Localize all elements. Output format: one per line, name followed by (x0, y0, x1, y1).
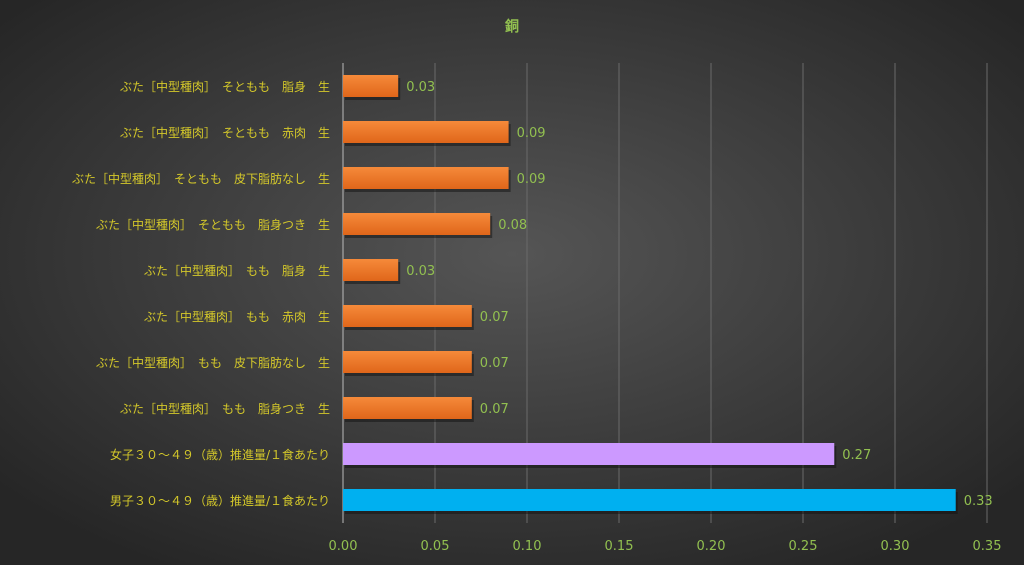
bar (343, 213, 491, 235)
x-tick-label: 0.20 (697, 539, 726, 554)
chart-title: 銅 (505, 18, 519, 35)
category-label: ぶた［中型種肉］ もも 脂身 生 (144, 263, 330, 278)
category-label: ぶた［中型種肉］ もも 脂身つき 生 (120, 401, 330, 416)
bar (343, 259, 399, 281)
data-label: 0.33 (964, 494, 993, 509)
data-label: 0.03 (406, 80, 435, 95)
bar (343, 121, 509, 143)
x-tick-label: 0.25 (789, 539, 818, 554)
data-label: 0.27 (842, 448, 871, 463)
bar (343, 167, 509, 189)
data-label: 0.03 (406, 264, 435, 279)
category-label: ぶた［中型種肉］ そともも 脂身 生 (120, 79, 330, 94)
data-label: 0.07 (480, 310, 509, 325)
category-label: ぶた［中型種肉］ そともも 脂身つき 生 (96, 217, 330, 232)
data-label: 0.09 (517, 126, 546, 141)
x-tick-label: 0.15 (605, 539, 634, 554)
bar (343, 75, 399, 97)
data-label: 0.07 (480, 402, 509, 417)
x-tick-label: 0.10 (513, 539, 542, 554)
category-label: ぶた［中型種肉］ そともも 皮下脂肪なし 生 (72, 171, 330, 186)
bar (343, 305, 472, 327)
data-label: 0.09 (517, 172, 546, 187)
category-label: ぶた［中型種肉］ そともも 赤肉 生 (120, 125, 330, 140)
bar (343, 443, 835, 465)
bar (343, 397, 472, 419)
category-label: 男子３０～４９（歳）推進量/１食あたり (110, 493, 330, 508)
x-tick-label: 0.30 (881, 539, 910, 554)
category-label: ぶた［中型種肉］ もも 皮下脂肪なし 生 (96, 355, 330, 370)
x-tick-label: 0.05 (421, 539, 450, 554)
bar (343, 489, 956, 511)
data-label: 0.08 (498, 218, 527, 233)
data-label: 0.07 (480, 356, 509, 371)
x-tick-label: 0.00 (329, 539, 358, 554)
bar (343, 351, 472, 373)
category-label: ぶた［中型種肉］ もも 赤肉 生 (144, 309, 330, 324)
x-tick-label: 0.35 (973, 539, 1002, 554)
category-label: 女子３０～４９（歳）推進量/１食あたり (110, 447, 330, 462)
